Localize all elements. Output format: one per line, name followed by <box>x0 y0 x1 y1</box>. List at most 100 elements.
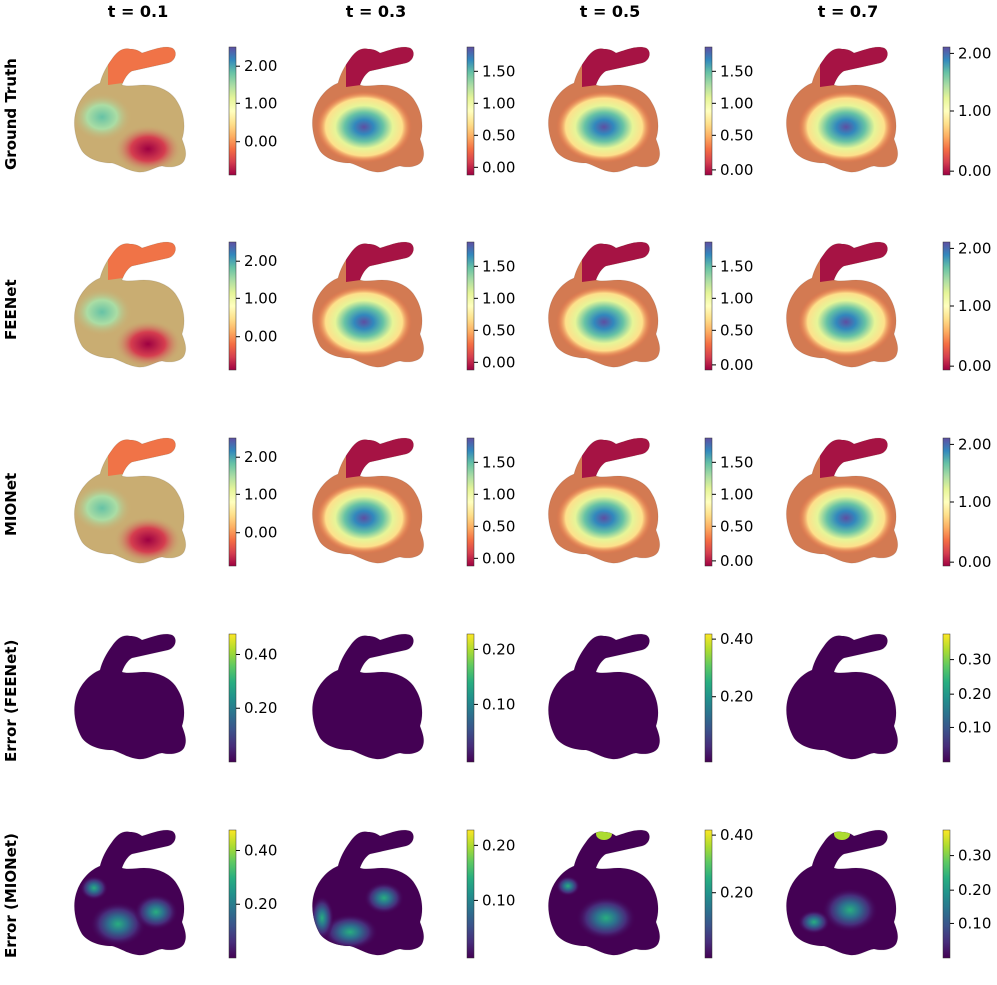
bunny-panel <box>785 46 899 173</box>
colorbar-tick-label: 0.50 <box>720 321 753 339</box>
colorbar-tick-label: 1.00 <box>958 297 991 315</box>
colorbar-tick-label: 1.50 <box>482 62 515 80</box>
colorbar <box>466 829 475 959</box>
colorbar-tick-label: 0.50 <box>482 517 515 535</box>
colorbar <box>466 633 475 763</box>
colorbar-tick-label: 0.40 <box>244 645 277 663</box>
colorbar-tick-label: 1.00 <box>482 289 515 307</box>
colorbar-tick-label: 0.20 <box>720 688 753 706</box>
colorbar-tick-label: 0.20 <box>482 836 515 854</box>
bunny-surface <box>548 634 660 760</box>
colorbar <box>704 437 713 567</box>
colorbar-tick-label: 0.50 <box>482 321 515 339</box>
colorbar-tick-label: 0.00 <box>720 161 753 179</box>
bunny-panel <box>785 633 899 760</box>
colorbar <box>228 829 237 959</box>
colorbar <box>942 633 951 763</box>
colorbar <box>228 633 237 763</box>
colorbar-tick-label: 0.10 <box>482 891 515 909</box>
colorbar-tick-label: 1.50 <box>720 257 753 275</box>
colorbar-tick-label: 1.50 <box>482 257 515 275</box>
colorbar <box>942 437 951 567</box>
colorbar-tick-label: 0.00 <box>482 353 515 371</box>
colorbar-tick-label: 2.00 <box>244 252 277 270</box>
colorbar <box>704 46 713 176</box>
colorbar-tick-label: 0.00 <box>244 328 277 346</box>
colorbar-tick-label: 0.20 <box>244 699 277 717</box>
colorbar-tick-label: 0.10 <box>958 718 991 736</box>
bunny-panel <box>547 633 661 760</box>
colorbar <box>704 633 713 763</box>
colorbar <box>704 829 713 959</box>
colorbar-tick-label: 0.40 <box>244 841 277 859</box>
colorbar <box>466 241 475 371</box>
colorbar-tick-label: 1.00 <box>244 94 277 112</box>
bunny-panel <box>311 241 425 368</box>
colorbar <box>228 437 237 567</box>
colorbar-tick-label: 1.00 <box>244 485 277 503</box>
colorbar-tick-label: 1.50 <box>720 453 753 471</box>
colorbar-tick-label: 0.50 <box>482 126 515 144</box>
colorbar-tick-label: 0.00 <box>244 524 277 542</box>
column-title-t01: t = 0.1 <box>107 2 169 21</box>
colorbar-tick-label: 0.20 <box>958 881 991 899</box>
bunny-panel <box>547 46 661 173</box>
colorbar-tick-label: 2.00 <box>958 435 991 453</box>
colorbar-tick-label: 0.20 <box>244 895 277 913</box>
colorbar-tick-label: 2.00 <box>958 239 991 257</box>
colorbar <box>466 437 475 567</box>
bunny-panel <box>73 633 187 760</box>
bunny-panel <box>311 46 425 173</box>
colorbar <box>466 46 475 176</box>
colorbar-tick-label: 0.20 <box>958 685 991 703</box>
bunny-panel <box>547 829 661 956</box>
colorbar-tick-label: 0.00 <box>482 549 515 567</box>
bunny-panel <box>73 829 187 956</box>
colorbar-tick-label: 1.00 <box>720 94 753 112</box>
colorbar-tick-label: 0.20 <box>482 640 515 658</box>
column-title-t03: t = 0.3 <box>345 2 407 21</box>
colorbar-tick-label: 1.00 <box>958 102 991 120</box>
colorbar-tick-label: 2.00 <box>244 448 277 466</box>
bunny-panel <box>785 241 899 368</box>
colorbar-tick-label: 1.50 <box>720 62 753 80</box>
bunny-surface <box>786 634 898 760</box>
colorbar-tick-label: 0.30 <box>958 651 991 669</box>
colorbar <box>228 241 237 371</box>
colorbar-tick-label: 0.00 <box>958 162 991 180</box>
colorbar-tick-label: 1.00 <box>958 493 991 511</box>
bunny-panel <box>311 633 425 760</box>
colorbar-tick-label: 0.20 <box>720 884 753 902</box>
colorbar-tick-label: 0.40 <box>720 630 753 648</box>
colorbar-tick-label: 1.00 <box>720 289 753 307</box>
bunny-panel <box>311 437 425 564</box>
colorbar-tick-label: 0.00 <box>720 552 753 570</box>
colorbar-tick-label: 0.30 <box>958 847 991 865</box>
colorbar-tick-label: 0.50 <box>720 517 753 535</box>
bunny-panel <box>785 437 899 564</box>
colorbar-tick-label: 2.00 <box>958 44 991 62</box>
column-title-t07: t = 0.7 <box>817 2 879 21</box>
colorbar-tick-label: 1.00 <box>720 485 753 503</box>
colorbar <box>942 829 951 959</box>
bunny-panel <box>547 241 661 368</box>
colorbar-tick-label: 0.40 <box>720 826 753 844</box>
colorbar-tick-label: 0.00 <box>958 553 991 571</box>
colorbar-tick-label: 0.10 <box>482 695 515 713</box>
bunny-panel <box>73 241 187 368</box>
column-title-t05: t = 0.5 <box>579 2 641 21</box>
colorbar <box>228 46 237 176</box>
colorbar-tick-label: 0.00 <box>958 357 991 375</box>
colorbar-tick-label: 0.00 <box>720 356 753 374</box>
colorbar <box>942 241 951 371</box>
colorbar-tick-label: 1.00 <box>482 94 515 112</box>
colorbar-tick-label: 0.50 <box>720 126 753 144</box>
colorbar <box>704 241 713 371</box>
bunny-panel <box>311 829 425 956</box>
colorbar-tick-label: 0.00 <box>482 158 515 176</box>
bunny-panel <box>547 437 661 564</box>
colorbar-tick-label: 1.00 <box>244 289 277 307</box>
bunny-panel <box>785 829 899 956</box>
bunny-surface <box>74 634 186 760</box>
